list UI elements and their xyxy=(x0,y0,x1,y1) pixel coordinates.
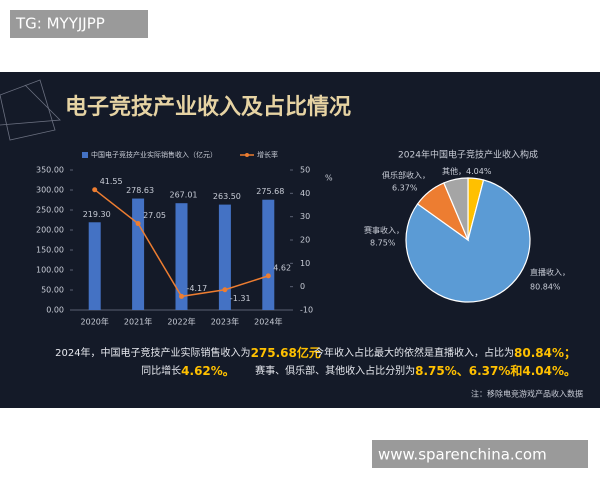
y2-tick-label: 0 xyxy=(300,282,305,291)
y2-tick-label: 50 xyxy=(300,166,310,175)
growth-label: -4.17 xyxy=(187,284,208,293)
caption: 同比增长4.62%。 xyxy=(141,364,235,378)
x-tick-label: 2024年 xyxy=(254,317,282,327)
source: 注：移除电竞游戏产品收入数据 xyxy=(471,389,583,399)
caption-text: 2024年，中国电子竞技产业实际销售收入为 xyxy=(55,346,250,359)
bar-label: 219.30 xyxy=(83,210,111,219)
bar xyxy=(175,203,188,310)
y-tick-label: 200.00 xyxy=(36,226,64,235)
bar-label: 263.50 xyxy=(213,192,241,201)
watermark: TG: MYYJJPP xyxy=(15,15,105,33)
caption-highlight: 4.62%。 xyxy=(181,364,235,378)
legend-label: 增长率 xyxy=(257,150,278,159)
caption-highlight: 80.84%； xyxy=(514,346,576,360)
y-tick-label: 150.00 xyxy=(36,246,64,255)
site-box xyxy=(372,440,588,468)
y-tick-label: 50.00 xyxy=(41,286,64,295)
caption-highlight: 275.68亿元 xyxy=(251,345,321,360)
growth-point xyxy=(222,287,228,293)
caption: 2024年，中国电子竞技产业实际销售收入为275.68亿元 xyxy=(55,345,321,360)
y-tick-label: 350.00 xyxy=(36,166,64,175)
pie-title: 2024年中国电子竞技产业收入构成 xyxy=(398,149,538,161)
pie-category: 赛事收入， xyxy=(364,225,404,235)
pie-value: 6.37% xyxy=(392,184,418,193)
bar xyxy=(262,199,275,310)
legend-swatch xyxy=(245,153,249,157)
growth-point xyxy=(265,273,271,279)
bar-label: 278.63 xyxy=(126,186,154,195)
caption: 赛事、俱乐部、其他收入占比分别为8.75%、6.37%和4.04%。 xyxy=(255,363,576,378)
pie-label: 其他，4.04% xyxy=(442,166,492,176)
y-tick-label: 300.00 xyxy=(36,186,64,195)
growth-label: -1.31 xyxy=(230,294,251,303)
bar-label: 267.01 xyxy=(170,191,198,200)
caption-text: 同比增长 xyxy=(141,364,181,377)
y2-tick-label: 20 xyxy=(300,236,310,245)
bar xyxy=(132,198,145,310)
decoration xyxy=(0,79,61,141)
bar xyxy=(218,204,231,310)
x-tick-label: 2020年 xyxy=(81,317,109,327)
pie-slice xyxy=(443,177,469,241)
y2-tick-label: 30 xyxy=(300,212,310,221)
y2-axis-label: % xyxy=(325,174,333,183)
pie-label: 俱乐部收入， xyxy=(382,170,430,180)
growth-point xyxy=(179,293,184,299)
growth-point xyxy=(92,187,98,193)
growth-point xyxy=(135,221,141,227)
y-tick-label: 250.00 xyxy=(36,206,64,215)
y2-tick-label: 40 xyxy=(300,189,310,198)
pie-label: 直播收入， xyxy=(530,267,570,277)
pie-category: 直播收入， xyxy=(530,267,570,277)
legend-swatch xyxy=(82,152,88,158)
caption-text: 赛事、俱乐部、其他收入占比分别为 xyxy=(255,364,415,377)
bar-label: 275.68 xyxy=(256,187,284,196)
pie-value: 4.04% xyxy=(466,167,492,176)
growth-label: 4.62 xyxy=(273,263,291,272)
pie-slice xyxy=(405,179,531,303)
caption-text: 今年收入占比最大的依然是直播收入，占比为 xyxy=(314,346,514,359)
x-tick-label: 2021年 xyxy=(124,317,152,327)
pie-category: 其他， xyxy=(442,166,466,176)
y-tick-label: 100.00 xyxy=(36,266,64,275)
legend-label: 中国电子竞技产业实际销售收入（亿元） xyxy=(91,150,217,159)
pie-category: 俱乐部收入， xyxy=(382,170,430,180)
x-tick-label: 2022年 xyxy=(167,317,195,327)
watermark-box xyxy=(10,10,148,38)
growth-label: 41.55 xyxy=(100,177,123,186)
title: 电子竞技产业收入及占比情况 xyxy=(65,94,351,120)
x-tick-label: 2023年 xyxy=(211,317,239,327)
y2-tick-label: -10 xyxy=(300,306,313,315)
y2-tick-label: 10 xyxy=(300,259,310,268)
growth-label: 27.05 xyxy=(143,211,166,220)
pie-label: 赛事收入， xyxy=(364,225,404,235)
pie-value: 80.84% xyxy=(530,283,561,292)
y-tick-label: 0.00 xyxy=(46,306,64,315)
caption: 今年收入占比最大的依然是直播收入，占比为80.84%； xyxy=(314,346,576,360)
caption-highlight: 8.75%、6.37%和4.04%。 xyxy=(415,363,576,378)
site: www.sparenchina.com xyxy=(378,446,547,464)
pie-value: 8.75% xyxy=(370,239,396,248)
bar xyxy=(88,222,101,310)
